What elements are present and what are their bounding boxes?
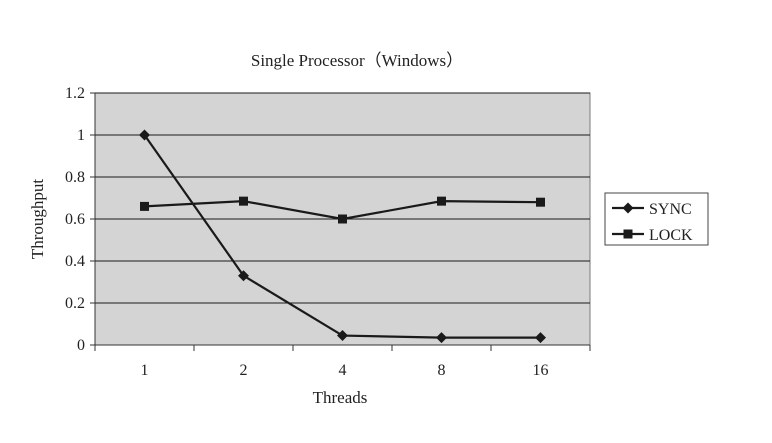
y-tick-label: 0.8 <box>65 169 85 186</box>
data-point-sync <box>238 270 249 282</box>
y-tick-label: 1.2 <box>65 85 85 102</box>
legend: SYNC LOCK <box>604 192 709 246</box>
data-point-sync <box>436 332 447 344</box>
data-point-lock <box>536 197 545 207</box>
data-point-lock <box>140 201 149 211</box>
data-point-sync <box>139 129 150 141</box>
y-axis-label: Throughput <box>28 179 47 260</box>
legend-label-sync: SYNC <box>649 201 692 218</box>
chart-title: Single Processor（Windows） <box>251 51 463 70</box>
data-point-lock <box>239 196 248 206</box>
series-group <box>139 129 546 344</box>
legend-marker-sync <box>622 202 634 214</box>
data-point-lock <box>338 214 347 224</box>
y-tick-label: 1 <box>77 127 85 144</box>
y-tick-label: 0.2 <box>65 295 85 312</box>
x-tick-label: 8 <box>438 362 446 379</box>
gridlines <box>95 92 590 304</box>
legend-box <box>604 192 709 246</box>
series-sync <box>139 129 546 344</box>
x-tick-label: 16 <box>533 362 549 379</box>
y-tick-label: 0 <box>77 337 85 354</box>
x-axis-label: Threads <box>313 388 368 407</box>
tick-labels: 0 0.2 0.4 0.6 0.8 1 1.2 1 2 4 8 16 <box>65 85 549 379</box>
data-point-sync <box>535 332 546 344</box>
series-lock <box>140 196 545 224</box>
y-tick-label: 0.6 <box>65 211 85 228</box>
axes <box>90 92 591 351</box>
x-tick-label: 2 <box>240 362 248 379</box>
legend-marker-lock <box>623 229 633 239</box>
x-tick-label: 4 <box>339 362 347 379</box>
legend-label-lock: LOCK <box>649 227 693 244</box>
y-tick-label: 0.4 <box>65 253 85 270</box>
data-point-lock <box>437 196 446 206</box>
data-point-sync <box>337 330 348 342</box>
x-tick-label: 1 <box>141 362 149 379</box>
